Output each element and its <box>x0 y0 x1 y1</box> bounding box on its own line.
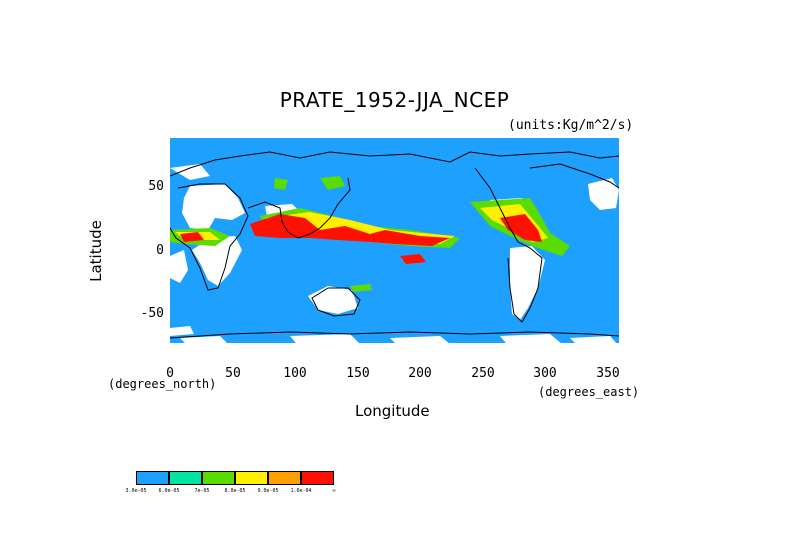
precipitation-map <box>169 138 620 363</box>
legend-label-7: ∞ <box>332 488 336 494</box>
y-unit-note: (degrees_north) <box>108 377 217 391</box>
ocean-field <box>170 138 619 363</box>
map-svg <box>169 138 620 363</box>
legend-swatch-1 <box>136 471 169 485</box>
y-tick-50: 50 <box>148 179 164 194</box>
legend-swatch-3 <box>202 471 235 485</box>
legend-swatch-2 <box>169 471 202 485</box>
x-tick-200: 200 <box>408 366 432 381</box>
x-tick-250: 250 <box>471 366 495 381</box>
x-unit-note: (degrees_east) <box>538 385 640 399</box>
heavy-rain-regions <box>180 214 542 264</box>
units-label: (units:Kg/m^2/s) <box>508 118 634 133</box>
y-tick-minus50: -50 <box>140 306 164 321</box>
legend-label-6: 1.0e-04 <box>290 488 312 494</box>
map-title: PRATE_1952-JJA_NCEP <box>279 88 510 112</box>
legend-label-5: 9.0e-05 <box>257 488 279 494</box>
x-tick-300: 300 <box>533 366 557 381</box>
y-axis-title: Latitude <box>87 220 105 282</box>
x-tick-100: 100 <box>283 366 307 381</box>
x-tick-350: 350 <box>596 366 620 381</box>
y-tick-0: 0 <box>156 243 164 258</box>
x-axis-title: Longitude <box>355 402 430 420</box>
legend-label-1: 3.0e-05 <box>125 488 147 494</box>
legend-label-3: 7e-05 <box>194 488 210 494</box>
legend-label-4: 8.0e-05 <box>224 488 246 494</box>
x-tick-0: 0 <box>166 366 174 381</box>
legend-swatch-5 <box>268 471 301 485</box>
legend-swatch-6 <box>301 471 334 485</box>
coastlines <box>169 151 620 339</box>
x-tick-50: 50 <box>225 366 241 381</box>
legend-label-2: 6.0e-05 <box>158 488 180 494</box>
legend-swatch-4 <box>235 471 268 485</box>
x-tick-150: 150 <box>346 366 370 381</box>
